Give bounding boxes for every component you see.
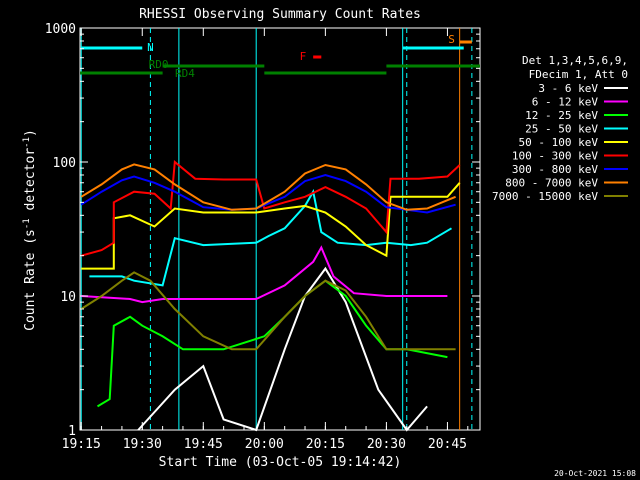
x-axis-label: Start Time (03-Oct-05 19:14:42) — [159, 455, 402, 470]
legend-entry-label: 100 - 300 keV — [512, 150, 598, 163]
series-line — [80, 271, 456, 351]
y-tick-label: 100 — [53, 156, 76, 171]
legend-entry-label: 25 - 50 keV — [525, 123, 598, 136]
timestamp: 20-Oct-2021 15:08 — [554, 469, 636, 478]
legend-entry-label: 50 - 100 keV — [519, 136, 599, 149]
legend-entry-label: 6 - 12 keV — [532, 96, 599, 109]
x-tick-label: 20:45 — [428, 437, 467, 452]
chart-title: RHESSI Observing Summary Count Rates — [139, 7, 421, 22]
legend-entry-label: 3 - 6 keV — [538, 82, 598, 95]
series-line — [81, 245, 448, 304]
series-line — [137, 266, 428, 432]
y-tick-label: 1000 — [45, 22, 76, 37]
legend-entry-label: 800 - 7000 keV — [505, 177, 598, 190]
x-tick-label: 19:30 — [123, 437, 162, 452]
legend: Det 1,3,4,5,6,9, FDecim 1, Att 0 3 - 6 k… — [492, 54, 628, 203]
x-tick-label: 19:15 — [62, 437, 101, 452]
series-line — [80, 163, 456, 211]
legend-entry-label: 12 - 25 keV — [525, 109, 598, 122]
series-line — [89, 188, 453, 287]
legend-entry-label: 7000 - 15000 keV — [492, 190, 598, 203]
legend-header-line1: Det 1,3,4,5,6,9, — [522, 54, 628, 67]
y-tick-label: 1 — [68, 424, 76, 439]
night-label: N — [147, 41, 154, 54]
saa-label: S — [448, 33, 455, 46]
y-tick-label: 10 — [60, 290, 76, 305]
plot-frame — [79, 27, 481, 431]
series-line — [80, 160, 461, 257]
flare-label: F — [300, 50, 307, 63]
legend-entry-label: 300 - 800 keV — [512, 163, 598, 176]
tick-group: 19:15 19:30 19:45 20:00 20:15 20:30 20:45 1 10 10… — [45, 22, 480, 452]
x-tick-label: 20:30 — [367, 437, 406, 452]
legend-header-line2: FDecim 1, Att 0 — [529, 68, 628, 81]
series-line — [80, 173, 456, 214]
annotation-bars: N RD0 RD4 F S — [80, 33, 480, 80]
rd0-label: RD0 — [149, 58, 169, 71]
series-group — [80, 160, 461, 432]
vertical-markers — [80, 28, 473, 430]
y-axis-label: Count Rate (s-1 detector-1) — [22, 129, 38, 331]
series-line — [96, 279, 448, 408]
series-line — [81, 182, 461, 270]
x-tick-label: 20:15 — [306, 437, 345, 452]
x-tick-label: 19:45 — [184, 437, 223, 452]
x-tick-label: 20:00 — [245, 437, 284, 452]
rd4-label: RD4 — [175, 67, 195, 80]
